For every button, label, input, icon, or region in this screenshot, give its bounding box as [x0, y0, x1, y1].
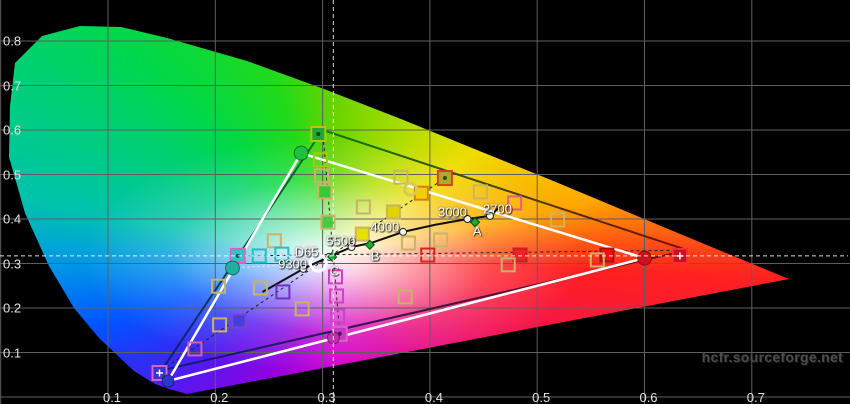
measured-point-cyan: [224, 260, 240, 276]
measurement-square: [212, 317, 228, 333]
temperature-tick-4000: [399, 227, 408, 236]
measurement-square: [500, 257, 516, 273]
temperature-tick-9300: [299, 264, 308, 273]
measurement-square: [385, 204, 401, 220]
target-dot-icon: [337, 331, 342, 336]
measurement-square: [550, 212, 566, 228]
measurement-square: [274, 246, 290, 262]
measurement-square: [294, 301, 310, 317]
measurement-square: [354, 226, 370, 242]
measurement-square: [589, 252, 605, 268]
reference-gamut-edge: [322, 129, 688, 252]
target-dot-icon: [316, 132, 321, 137]
measurement-square: [252, 280, 268, 296]
measured-point-red: [637, 250, 652, 266]
measurement-square: [507, 195, 523, 211]
cyan-white-dotted-line: [232, 262, 319, 269]
measured-point-yellow: [403, 181, 419, 197]
illuminant-diamond-A: [469, 216, 481, 228]
measurement-square: [420, 247, 436, 263]
measurement-square: [320, 214, 336, 230]
connector-dashed-line: [322, 129, 341, 334]
measurement-square: [266, 233, 282, 249]
measurement-square: [317, 184, 333, 200]
target-dot-icon: [442, 176, 447, 181]
measurement-square: [472, 184, 488, 200]
measurement-square: [393, 169, 409, 185]
measurement-square: [397, 289, 413, 305]
measured-point-white: [308, 253, 328, 273]
measurement-square: [330, 308, 346, 324]
measured-point-blue: [161, 374, 175, 388]
temperature-tick-5500: [347, 243, 356, 252]
measurement-square: [355, 199, 371, 215]
illuminant-diamond-B: [364, 239, 376, 251]
measurement-square: [187, 341, 203, 357]
measurement-square: [299, 244, 315, 260]
planckian-locus-curve: [262, 206, 501, 293]
measurement-square: [329, 288, 345, 304]
measurement-square: [275, 284, 291, 300]
illuminant-diamond-C: [327, 251, 338, 263]
temperature-tick-3000: [463, 215, 472, 223]
measurement-square: [327, 269, 343, 285]
temperature-tick-2700: [485, 211, 494, 220]
measurement-square: [433, 232, 449, 248]
measurement-square: [599, 247, 615, 263]
measurement-square: [512, 247, 528, 263]
measurement-square: [314, 168, 330, 184]
measurement-square: [400, 235, 416, 251]
measurement-square: [231, 313, 247, 329]
measurement-square: [211, 278, 227, 294]
measurement-square: [312, 152, 328, 168]
target-dot-icon: [235, 253, 240, 258]
measured-point-green: [293, 145, 309, 161]
connector-dashed-line: [161, 177, 446, 371]
watermark: hcfr.sourceforge.net: [701, 349, 843, 365]
